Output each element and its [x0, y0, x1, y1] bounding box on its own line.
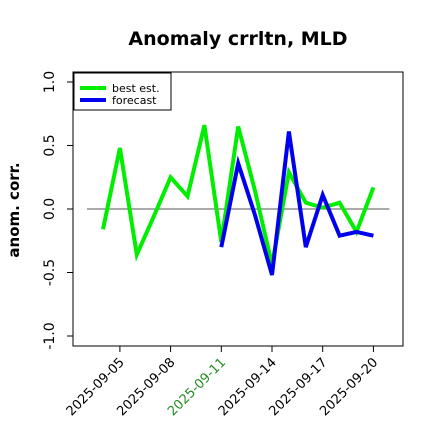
y-tick-label: 0.0 — [42, 198, 58, 220]
legend-label-best-est: best est. — [112, 82, 160, 95]
legend-label-forecast: forecast — [112, 94, 157, 107]
series-line-forecast — [219, 131, 374, 276]
y-tick-label: 1.0 — [42, 71, 58, 93]
chart-title: Anomaly crrltn, MLD — [128, 28, 347, 50]
y-axis-label: anom. corr. — [5, 162, 23, 257]
legend-box — [73, 72, 172, 111]
y-tick-label: 0.5 — [42, 134, 58, 156]
legend: best est. forecast — [73, 72, 172, 111]
series-line-best-est — [101, 124, 376, 266]
y-tick-label: -0.5 — [42, 259, 58, 286]
y-tick-label: -1.0 — [42, 322, 58, 349]
